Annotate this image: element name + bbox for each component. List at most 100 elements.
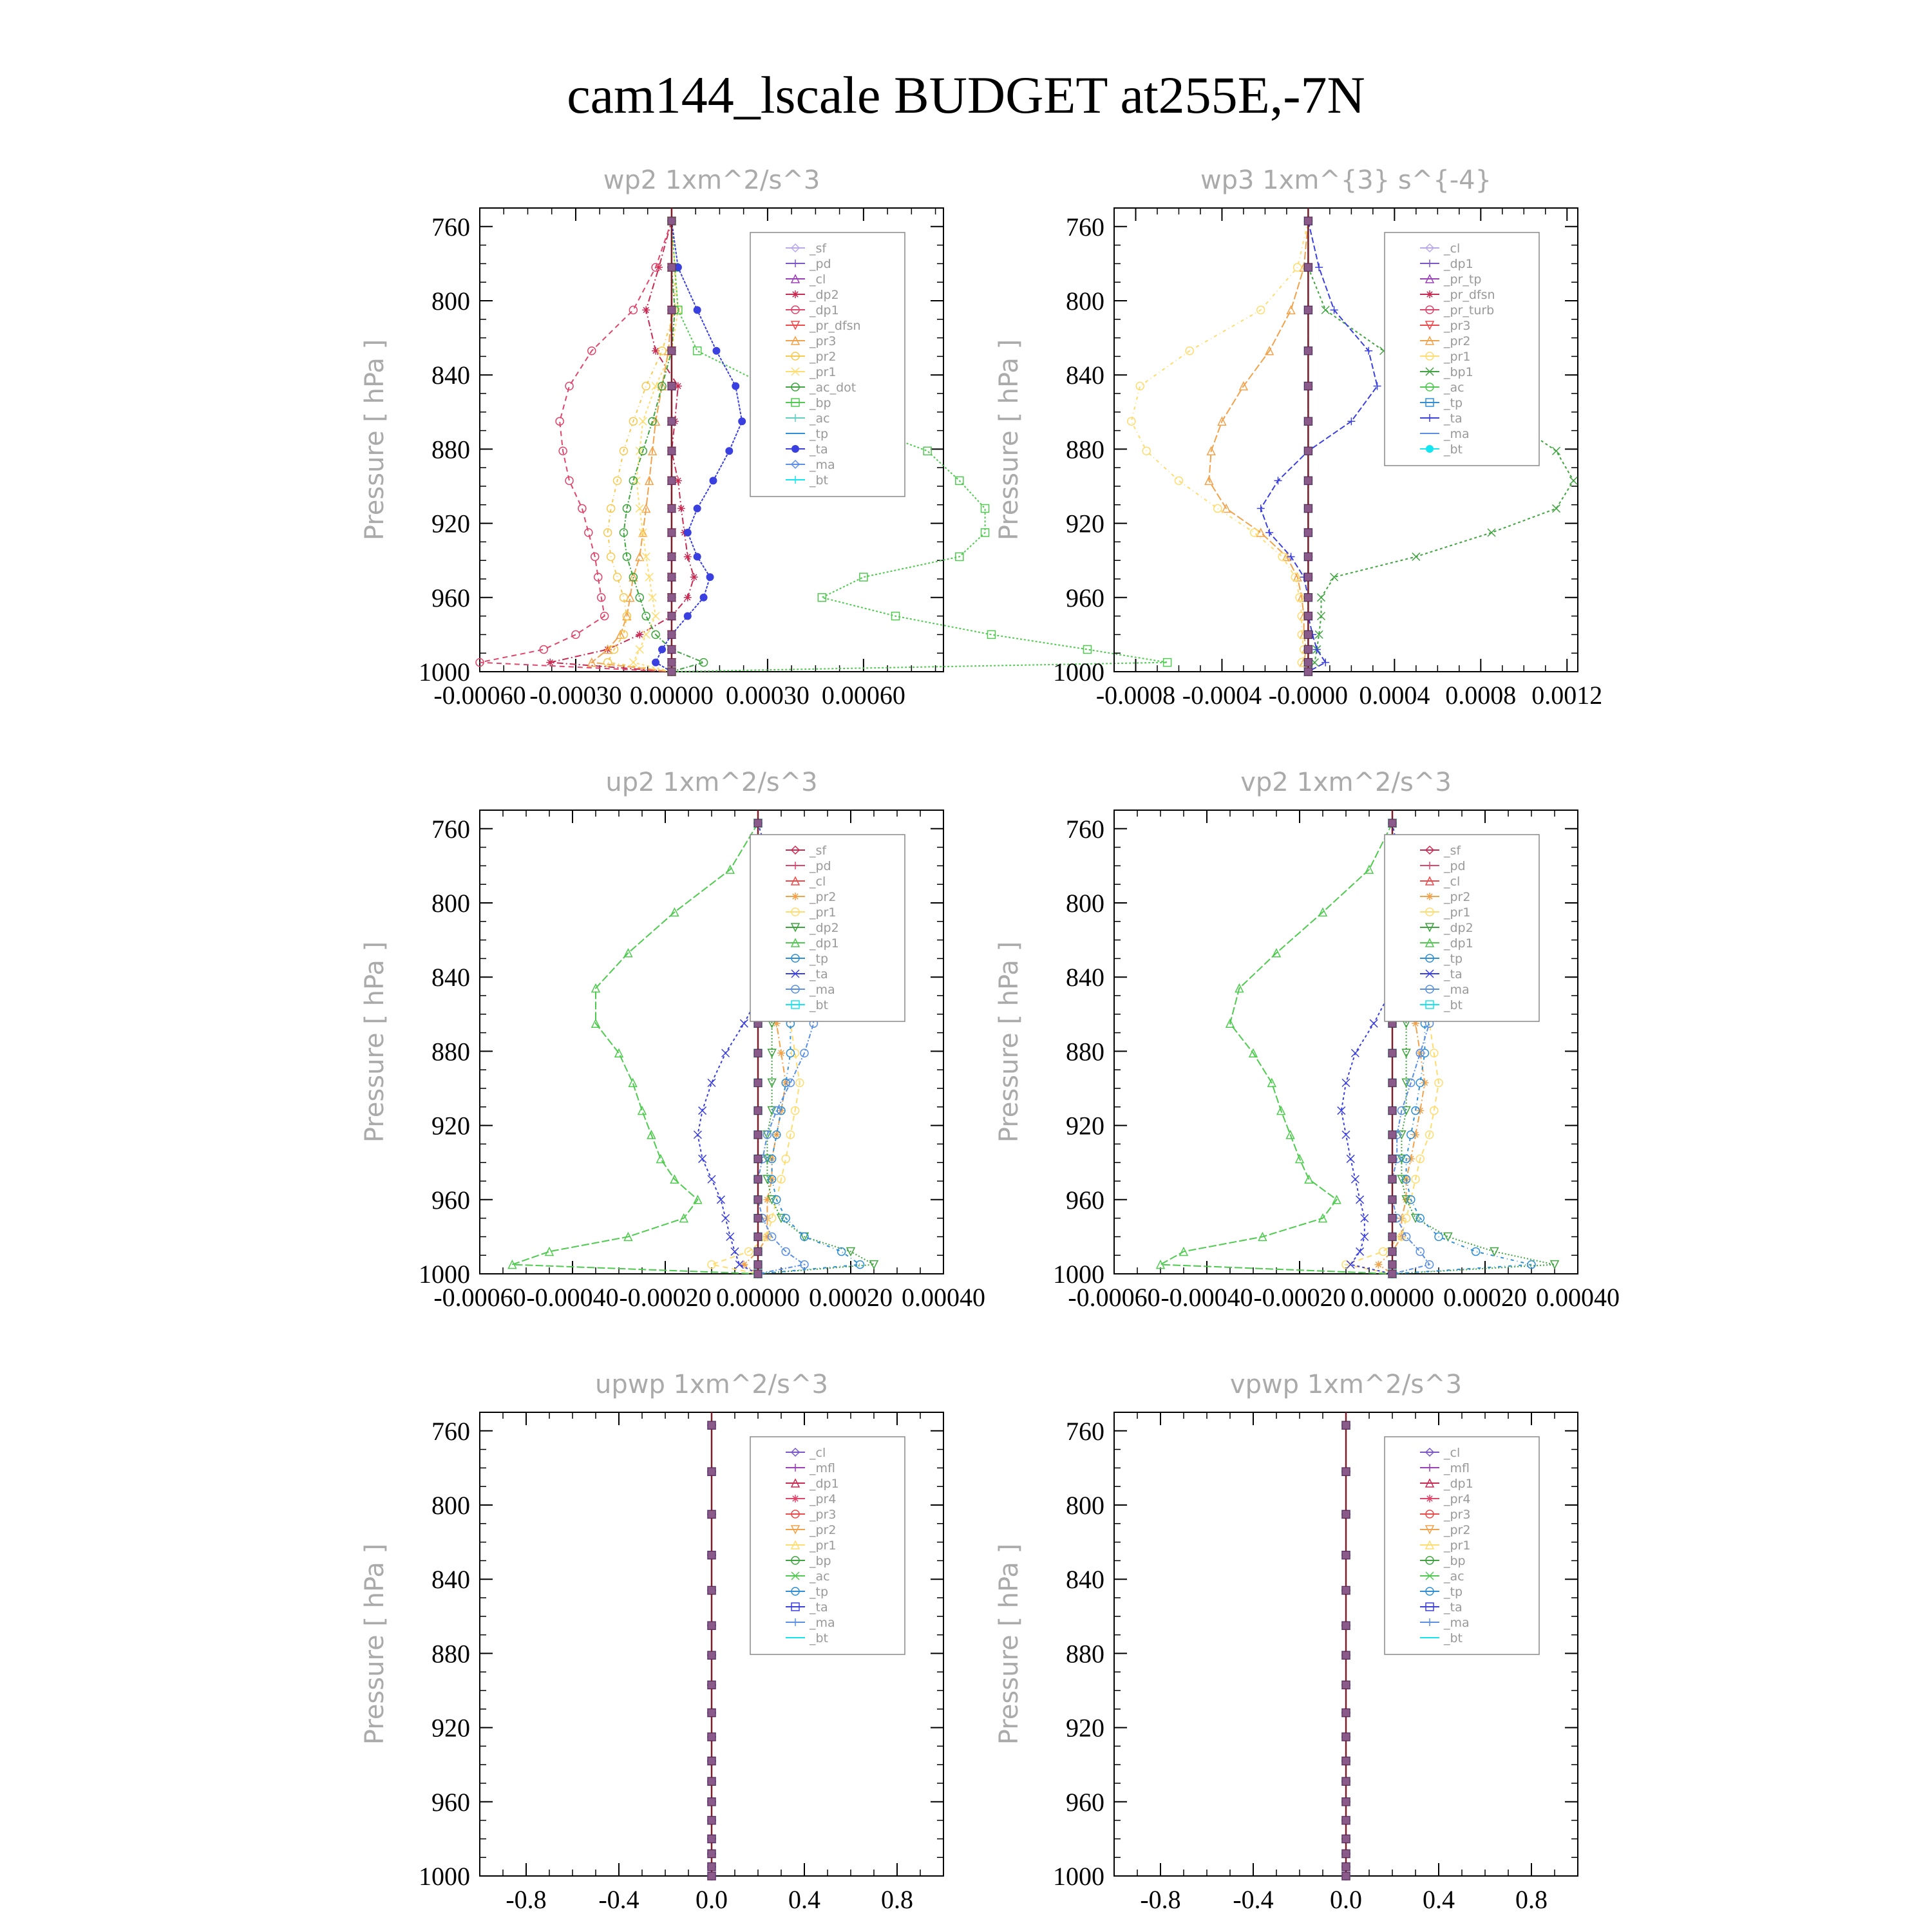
zero-line-point <box>1303 446 1312 455</box>
zero-line-point <box>1388 819 1397 828</box>
legend-marker <box>791 1495 799 1502</box>
data-point <box>1410 1213 1421 1224</box>
data-point <box>744 1247 753 1256</box>
legend-label: _pr2 <box>1443 890 1470 904</box>
legend-label: _pr1 <box>1443 905 1470 920</box>
legend-label: _bt <box>809 998 828 1012</box>
legend-label: _pr4 <box>1443 1492 1470 1506</box>
data-point <box>763 1195 772 1204</box>
data-point <box>767 1232 777 1242</box>
y-axis-label: Pressure [ hPa ] <box>360 339 390 540</box>
data-point <box>652 346 660 355</box>
data-point <box>565 476 574 486</box>
legend-box <box>1384 834 1540 1022</box>
zero-line-point <box>667 446 676 455</box>
data-point <box>1185 346 1194 355</box>
data-point <box>628 1077 638 1088</box>
legend-label: _dp1 <box>1443 936 1473 951</box>
data-point <box>1416 1048 1425 1058</box>
zero-line-point <box>753 1078 762 1087</box>
data-point <box>1378 1247 1388 1256</box>
data-point <box>656 1153 666 1164</box>
data-point <box>1406 1078 1416 1088</box>
x-tick-label: 0.00020 <box>809 1283 893 1312</box>
data-point <box>767 1078 777 1088</box>
zero-line-point <box>1341 1797 1350 1806</box>
legend-label: _cl <box>809 875 826 889</box>
legend-label: _bt <box>809 473 828 488</box>
legend-marker <box>1425 352 1434 361</box>
y-tick-label: 920 <box>1066 1112 1104 1141</box>
y-tick-label: 840 <box>431 361 470 390</box>
legend-marker <box>790 459 800 469</box>
legend-label: _dp1 <box>1443 257 1473 271</box>
zero-line-point <box>1388 1195 1397 1204</box>
data-point <box>612 476 622 486</box>
data-point <box>658 346 667 355</box>
y-tick-label: 840 <box>431 1565 470 1594</box>
legend-marker <box>791 445 799 453</box>
data-point <box>772 1130 781 1139</box>
y-tick-label: 880 <box>1066 435 1104 464</box>
data-point <box>652 658 660 667</box>
zero-line-point <box>707 1651 716 1660</box>
legend-label: _ta <box>809 967 828 981</box>
data-point <box>619 593 629 602</box>
data-point <box>772 1195 781 1204</box>
legend-label: _tp <box>809 952 828 966</box>
data-point <box>558 446 567 456</box>
legend-label: _pr1 <box>1443 350 1470 364</box>
chart-panel-vp2: vp2 1xm^2/s^3 Pressure [ hPa ] 760 800 840 88… <box>994 768 1620 1312</box>
y-tick-label: 840 <box>1066 963 1104 992</box>
data-point <box>1315 263 1323 272</box>
data-point <box>1347 417 1356 426</box>
zero-line-point <box>1341 1816 1350 1825</box>
zero-line-point <box>1303 305 1312 314</box>
legend-label: _pd <box>1443 859 1466 873</box>
y-tick-label: 800 <box>431 287 470 316</box>
zero-line-point <box>1303 612 1312 621</box>
data-point <box>1416 1049 1425 1057</box>
data-point <box>1412 1131 1419 1139</box>
data-point <box>1321 658 1330 667</box>
legend-marker <box>790 1525 800 1535</box>
legend-marker <box>791 985 800 994</box>
data-point <box>651 612 660 621</box>
y-axis-label: Pressure [ hPa ] <box>994 1544 1024 1745</box>
legend: _cl_dp1_pr_tp_pr_dfsn_pr_turb _pr3_pr2 _pr… <box>1384 232 1540 466</box>
data-point <box>603 528 612 537</box>
data-point <box>1401 1175 1411 1184</box>
data-point <box>619 528 629 537</box>
legend-label: _ac <box>1443 381 1464 395</box>
legend-marker <box>790 321 800 330</box>
y-axis-label: Pressure [ hPa ] <box>360 942 390 1142</box>
data-point <box>655 263 663 272</box>
data-point <box>767 1048 777 1058</box>
zero-line-point <box>667 381 676 390</box>
data-point <box>693 553 701 561</box>
plot-frame <box>479 207 944 672</box>
data-point <box>698 1154 707 1163</box>
series-line-pr1 <box>1130 220 1309 672</box>
legend-label: _ta <box>809 442 828 457</box>
data-point <box>1346 1154 1355 1163</box>
x-tick-label: -0.00040 <box>526 1283 618 1312</box>
zero-line-point <box>707 1467 716 1476</box>
data-point <box>1374 1260 1383 1269</box>
data-point <box>1249 528 1259 537</box>
data-point <box>721 1214 730 1223</box>
panels-group: wp2 1xm^2/s^3 Pressure [ hPa ] 760 800 840 88… <box>360 166 1620 1914</box>
zero-line-point <box>667 630 676 639</box>
legend-marker <box>1425 876 1435 886</box>
zero-line-point <box>1341 1849 1350 1858</box>
data-point <box>565 381 574 391</box>
data-point <box>698 1106 707 1115</box>
zero-line-point <box>753 1106 762 1115</box>
data-point <box>1295 593 1304 602</box>
zero-line-point <box>707 1680 716 1689</box>
zero-line-point <box>1341 1586 1350 1595</box>
legend-box <box>750 1436 905 1655</box>
zero-line-point <box>667 216 676 225</box>
x-tick-label: -0.00060 <box>433 681 526 710</box>
legend-label: _dp2 <box>809 921 839 935</box>
